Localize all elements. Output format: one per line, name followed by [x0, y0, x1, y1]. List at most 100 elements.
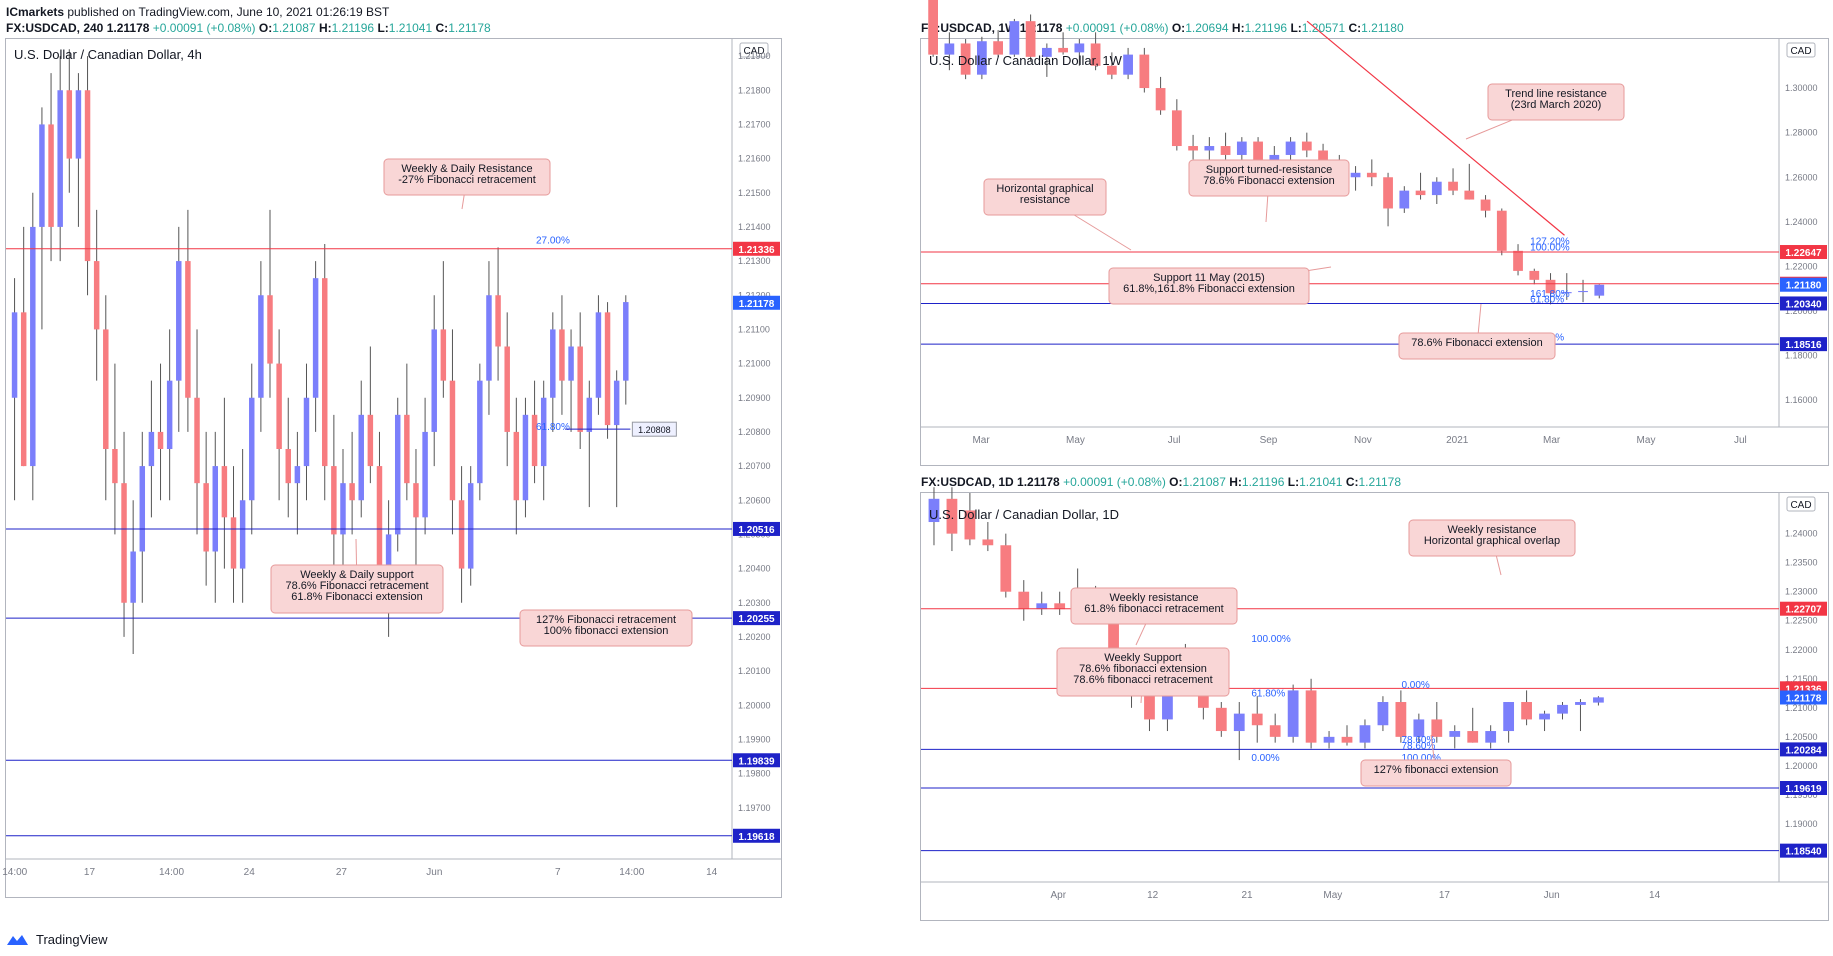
chart-title: U.S. Dollar / Canadian Dollar, 1W [929, 53, 1122, 68]
candle-body [385, 534, 392, 569]
callout-text: Weekly resistance [1447, 524, 1536, 536]
y-tick-label: 1.26000 [1785, 172, 1818, 182]
fib-label: 61.80% [1251, 689, 1285, 700]
candle-body [577, 346, 583, 432]
price-tag-label: 1.20255 [738, 614, 775, 625]
candle-body [340, 483, 346, 535]
callout-text: 61.8% fibonacci retracement [1084, 603, 1223, 615]
candle-body [1155, 88, 1166, 111]
x-tick-label: 21 [1241, 890, 1253, 901]
x-tick-label: Mar [972, 435, 990, 446]
symbol-line-1d: FX:USDCAD, 1D 1.21178 +0.00091 (+0.08%) … [921, 475, 1401, 489]
candle-body [458, 500, 465, 569]
candle-body [20, 312, 27, 467]
candle-body [1204, 146, 1215, 151]
candle-body [221, 466, 228, 518]
fib-label: 100.00% [1530, 243, 1570, 254]
chart-panel-4h[interactable]: CAD 1.21900 1.21800 1.21700 1.21600 1.21500 1.… [2, 38, 782, 898]
callout-text: Support 11 May (2015) [1153, 272, 1265, 284]
callout-box [1070, 587, 1238, 625]
callout-box [519, 609, 693, 647]
candle-body [1305, 690, 1317, 743]
candle-body [185, 261, 191, 398]
price-tag [1780, 296, 1827, 311]
candle-body [568, 346, 574, 381]
y-tick-label: 1.22000 [1785, 645, 1818, 655]
price-tag-label: 1.21178 [739, 299, 775, 310]
candle-body [1594, 284, 1605, 296]
candle-body [294, 466, 301, 484]
y-tick-label: 1.21700 [738, 119, 771, 129]
footer-brand: TradingView [36, 932, 108, 947]
low-value: 1.21041 [1299, 475, 1343, 489]
low-value: 1.20571 [1301, 21, 1346, 35]
candle-body [1108, 614, 1119, 679]
symbol-line-4h: FX:USDCAD, 240 1.21178 +0.00091 (+0.08%)… [6, 21, 491, 35]
candle-body [550, 329, 556, 398]
candle-body [1215, 707, 1227, 732]
candle-body [1318, 150, 1328, 167]
price-tag-label: 1.18516 [1785, 340, 1822, 351]
y-tick-label: 1.20700 [738, 461, 771, 471]
callout-text: Trend line resistance [1505, 88, 1607, 100]
callout-text: -27% Fibonacci retracement [398, 174, 536, 186]
last-price: 1.21178 [106, 21, 150, 35]
candle-body [1220, 146, 1231, 155]
chart-1w-svg[interactable]: CAD 1.30000 1.28000 1.26000 1.24000 1.22000 1.… [921, 0, 1828, 465]
callout-box [270, 564, 444, 614]
candle-body [1521, 702, 1532, 720]
candle-body [1074, 43, 1085, 53]
candle-body [1467, 731, 1479, 743]
y-tick-label: 1.19800 [738, 769, 771, 779]
candle-body [1449, 731, 1461, 737]
tradingview-footer[interactable]: TradingView [6, 932, 108, 947]
candle-body [1545, 279, 1556, 294]
candle-body [1162, 684, 1173, 720]
callout-text: (23rd March 2020) [1511, 99, 1602, 111]
callout-text: 78.6% fibonacci extension [1079, 663, 1207, 675]
candle-body [431, 329, 437, 432]
y-tick-label: 1.20300 [738, 598, 771, 608]
candle-body [358, 414, 364, 501]
price-tag-label: 1.22707 [1785, 605, 1822, 616]
candle-body [1480, 199, 1491, 211]
high-value: 1.21196 [1244, 21, 1288, 35]
fib-label: 100.00% [1251, 634, 1291, 645]
candle-body [203, 483, 209, 552]
currency-badge [1786, 42, 1816, 58]
candle-body [57, 90, 63, 227]
y-tick-label: 1.21000 [738, 359, 771, 369]
y-tick-label: 1.30000 [1785, 83, 1818, 93]
x-tick-label: Mar [1543, 435, 1561, 446]
price-tag-label: 1.21336 [738, 245, 775, 256]
candle-body [1395, 702, 1407, 737]
candle-body [1058, 47, 1068, 53]
y-tick-label: 1.20100 [738, 666, 771, 676]
chart-1d-svg[interactable]: CAD 1.24000 1.23500 1.23000 1.22500 1.22000 1.… [921, 487, 1828, 920]
candle-body [212, 466, 219, 552]
candle-body [349, 483, 355, 501]
callout-text: 78.6% fibonacci retracement [1073, 674, 1212, 686]
x-tick-label: Jul [1168, 435, 1181, 446]
candle-body [1513, 250, 1523, 271]
candle-body [112, 449, 118, 484]
y-tick-label: 1.19000 [1785, 819, 1818, 829]
candle-body [504, 346, 510, 432]
price-tag [1780, 337, 1827, 352]
candle-body [960, 43, 971, 75]
x-tick-label: 7 [555, 867, 561, 878]
candle-body [613, 380, 620, 426]
marker-label: 1.20808 [638, 425, 671, 435]
price-change: +0.00091 (+0.08%) [1063, 475, 1166, 489]
candle-body [586, 397, 593, 432]
chart-panel-1w[interactable]: CAD 1.30000 1.28000 1.26000 1.24000 1.22000 1.… [920, 0, 1829, 466]
chart-panel-1d[interactable]: CAD 1.24000 1.23500 1.23000 1.22500 1.22000 1.… [920, 487, 1829, 921]
candle-body [604, 312, 611, 426]
price-tag [1780, 843, 1827, 858]
y-tick-label: 1.21300 [738, 256, 771, 266]
callout-text: Weekly resistance [1109, 592, 1198, 604]
y-tick-label: 1.16000 [1785, 395, 1818, 405]
publisher-name[interactable]: ICmarkets [6, 5, 65, 19]
price-tag-label: 1.21336 [1785, 684, 1822, 695]
